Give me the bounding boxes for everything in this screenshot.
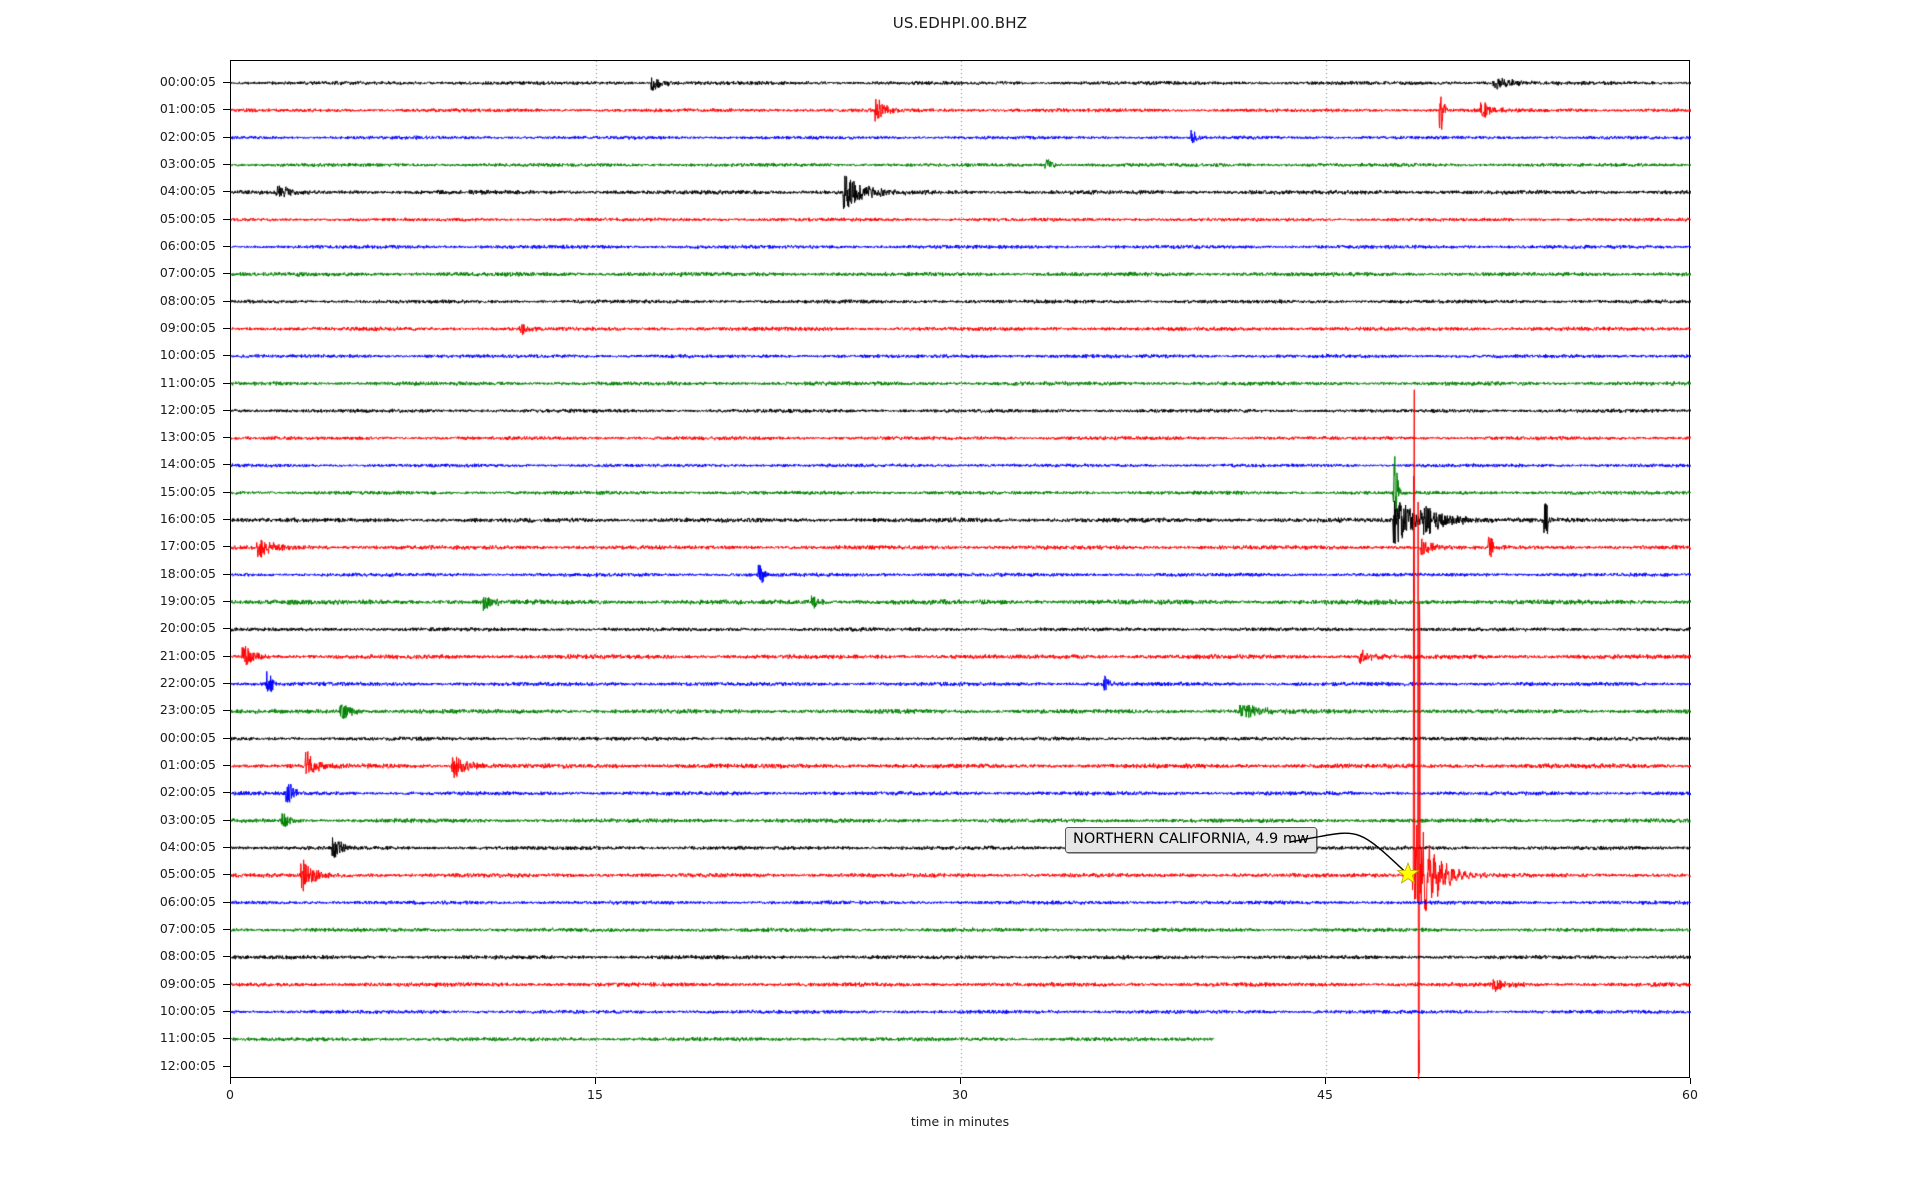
y-axis-tick-label: 16:00:05 <box>159 511 216 527</box>
y-axis-tick-mark <box>223 109 230 110</box>
y-axis-tick-label: 10:00:05 <box>159 347 216 363</box>
y-axis-tick-label: 17:00:05 <box>159 538 216 554</box>
y-axis-tick-label: 03:00:05 <box>159 811 216 827</box>
event-annotation-label: NORTHERN CALIFORNIA, 4.9 mw <box>1065 827 1317 853</box>
y-axis-tick-mark <box>223 492 230 493</box>
y-axis-tick-label: 21:00:05 <box>159 647 216 663</box>
page-title: US.EDHPI.00.BHZ <box>892 14 1028 32</box>
y-axis-tick-label: 11:00:05 <box>159 374 216 390</box>
y-axis-tick-mark <box>223 328 230 329</box>
y-axis-tick-label: 20:00:05 <box>159 620 216 636</box>
y-axis-tick-label: 10:00:05 <box>159 1002 216 1018</box>
y-axis-tick-mark <box>223 601 230 602</box>
y-axis-tick-mark <box>223 820 230 821</box>
y-axis-tick-mark <box>223 656 230 657</box>
y-axis-tick-label: 08:00:05 <box>159 292 216 308</box>
y-axis-tick-label: 23:00:05 <box>159 702 216 718</box>
y-axis-tick-label: 00:00:05 <box>159 729 216 745</box>
y-axis-tick-mark <box>223 519 230 520</box>
y-axis-tick-mark <box>223 710 230 711</box>
seismogram-canvas <box>231 61 1691 1079</box>
y-axis-tick-label: 03:00:05 <box>159 155 216 171</box>
y-axis-tick-mark <box>223 1011 230 1012</box>
y-axis-tick-label: 19:00:05 <box>159 593 216 609</box>
y-axis-tick-label: 18:00:05 <box>159 565 216 581</box>
y-axis-tick-label: 09:00:05 <box>159 319 216 335</box>
y-axis-tick-label: 02:00:05 <box>159 784 216 800</box>
y-axis-tick-mark <box>223 301 230 302</box>
y-axis-tick-label: 06:00:05 <box>159 893 216 909</box>
x-axis-tick-label: 45 <box>1317 1087 1333 1102</box>
y-axis-tick-mark <box>223 765 230 766</box>
y-axis-tick-label: 06:00:05 <box>159 237 216 253</box>
y-axis-tick-label: 04:00:05 <box>159 838 216 854</box>
y-axis-tick-mark <box>223 738 230 739</box>
y-axis-tick-label: 09:00:05 <box>159 975 216 991</box>
y-axis-tick-label: 15:00:05 <box>159 483 216 499</box>
y-axis-tick-label: 12:00:05 <box>159 1057 216 1073</box>
x-axis-tick-mark <box>1690 1078 1691 1084</box>
y-axis-tick-mark <box>223 984 230 985</box>
y-axis-tick-label: 08:00:05 <box>159 948 216 964</box>
y-axis-tick-label: 05:00:05 <box>159 866 216 882</box>
y-axis-tick-mark <box>223 137 230 138</box>
y-axis-tick-mark <box>223 410 230 411</box>
y-axis-tick-mark <box>223 574 230 575</box>
y-axis-tick-mark <box>223 273 230 274</box>
x-axis-tick-label: 15 <box>587 1087 603 1102</box>
y-axis-tick-mark <box>223 847 230 848</box>
y-axis-tick-label: 00:00:05 <box>159 74 216 89</box>
y-axis-tick-mark <box>223 956 230 957</box>
y-axis-tick-mark <box>223 191 230 192</box>
x-axis-tick-label: 0 <box>226 1087 234 1102</box>
y-axis-tick-label: 05:00:05 <box>159 210 216 226</box>
y-axis-tick-label: 07:00:05 <box>159 265 216 281</box>
y-axis-tick-label: 13:00:05 <box>159 429 216 445</box>
y-axis-tick-mark <box>223 628 230 629</box>
y-axis-tick-label: 12:00:05 <box>159 401 216 417</box>
y-axis-tick-mark <box>223 874 230 875</box>
y-axis-tick-label: 01:00:05 <box>159 101 216 117</box>
y-axis-tick-mark <box>223 383 230 384</box>
y-axis-tick-mark <box>223 219 230 220</box>
x-axis-tick-mark <box>595 1078 596 1084</box>
y-axis-tick-mark <box>223 1066 230 1067</box>
y-axis-tick-mark <box>223 902 230 903</box>
x-axis-tick-mark <box>960 1078 961 1084</box>
y-axis-tick-label: 11:00:05 <box>159 1030 216 1046</box>
y-axis-tick-mark <box>223 164 230 165</box>
y-axis-tick-mark <box>223 355 230 356</box>
x-axis-tick-label: 60 <box>1682 1087 1698 1102</box>
y-axis-tick-mark <box>223 1038 230 1039</box>
x-axis-tick-mark <box>230 1078 231 1084</box>
plot-axes-frame <box>230 60 1691 1079</box>
y-axis-tick-mark <box>223 437 230 438</box>
y-axis-tick-label: 22:00:05 <box>159 675 216 691</box>
x-axis-tick-label: 30 <box>952 1087 968 1102</box>
y-axis-tick-label: 14:00:05 <box>159 456 216 472</box>
y-axis-tick-mark <box>223 82 230 83</box>
y-axis-tick-label: 01:00:05 <box>159 757 216 772</box>
y-axis-tick-mark <box>223 683 230 684</box>
y-axis-tick-label: 02:00:05 <box>159 128 216 144</box>
y-axis-tick-label: 04:00:05 <box>159 183 216 199</box>
y-axis-tick-label: 07:00:05 <box>159 920 216 936</box>
y-axis-tick-mark <box>223 929 230 930</box>
y-axis-tick-mark <box>223 792 230 793</box>
y-axis-tick-mark <box>223 546 230 547</box>
y-axis-tick-mark <box>223 246 230 247</box>
x-axis-label: time in minutes <box>910 1114 1010 1129</box>
y-axis-tick-mark <box>223 464 230 465</box>
x-axis-tick-mark <box>1325 1078 1326 1084</box>
